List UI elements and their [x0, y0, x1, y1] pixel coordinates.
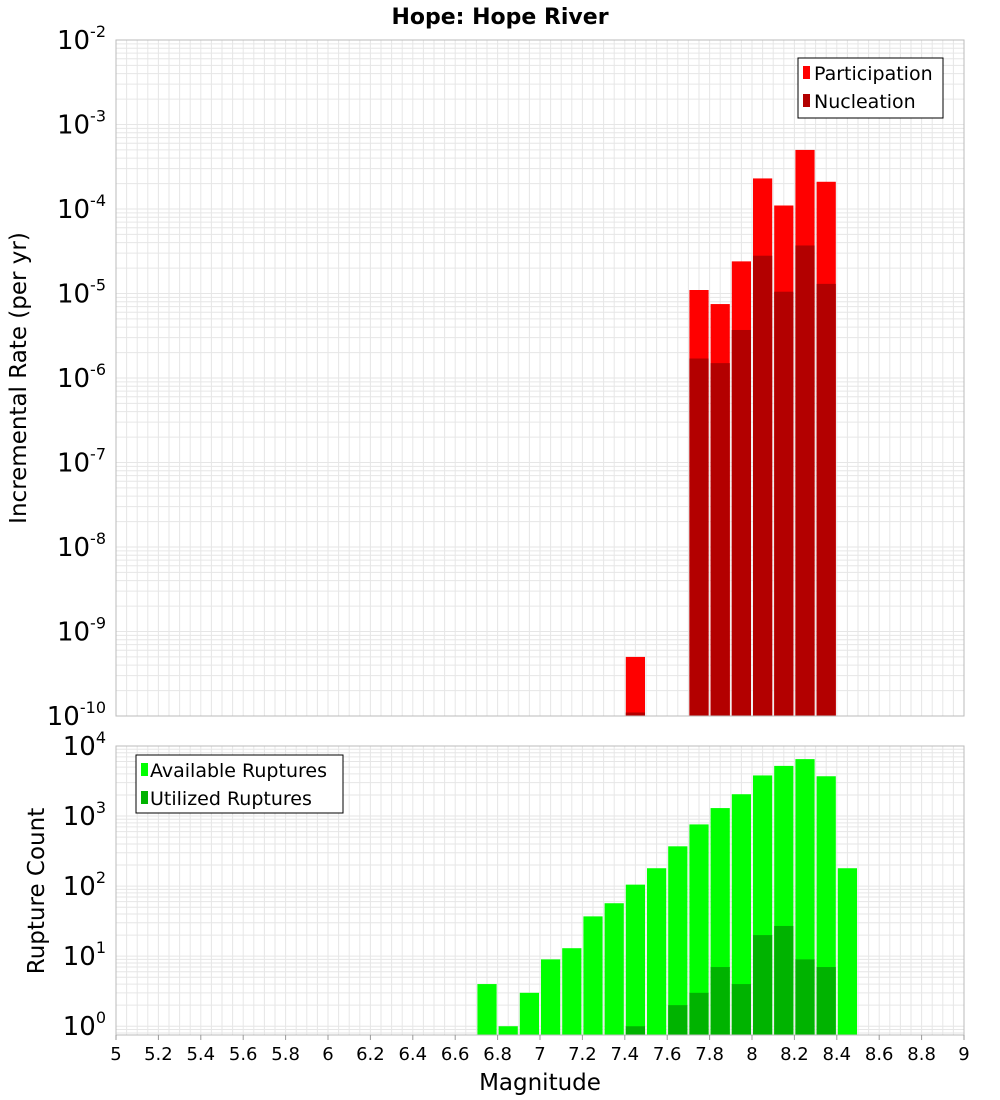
bottom-y-tick-label: 103 — [63, 798, 106, 832]
top-bar-series2 — [795, 245, 815, 717]
x-tick-label: 8 — [746, 1044, 757, 1065]
top-bars — [625, 149, 836, 717]
bottom-bar-series1 — [668, 846, 688, 1035]
bottom-legend: Available Ruptures Utilized Ruptures — [135, 754, 344, 814]
bottom-bar-series1 — [689, 824, 709, 1035]
bottom-bar-series2 — [710, 967, 730, 1035]
x-tick-label: 5.2 — [144, 1044, 173, 1065]
top-y-tick-label: 10-10 — [47, 698, 106, 732]
top-y-tick-labels: 10-10 10-9 10-8 10-7 10-6 10-5 10-4 10-3 10-2 — [47, 22, 106, 732]
bottom-bar-series2 — [816, 967, 836, 1035]
legend-label-available: Available Ruptures — [150, 760, 327, 782]
top-bar-series2 — [689, 358, 709, 716]
top-y-tick-label: 10-8 — [57, 529, 106, 563]
x-tick-labels: 5 5.2 5.4 5.6 5.8 6 6.2 6.4 6.6 6.8 7 7.2 7.4 7.6 7.8 8… — [110, 1035, 970, 1065]
x-tick-label: 5 — [110, 1044, 121, 1065]
bottom-legend-box — [135, 754, 344, 814]
x-tick-label: 5.4 — [186, 1044, 215, 1065]
x-tick-label: 9 — [958, 1044, 969, 1065]
x-tick-label: 7.2 — [568, 1044, 597, 1065]
top-bar-series2 — [753, 255, 773, 716]
x-tick-label: 7.6 — [653, 1044, 682, 1065]
top-y-axis-label: Incremental Rate (per yr) — [6, 232, 32, 524]
legend-label-utilized: Utilized Ruptures — [150, 788, 312, 810]
top-grid — [115, 40, 965, 717]
bottom-bar-series2 — [774, 925, 794, 1035]
top-bar-series2 — [710, 363, 730, 716]
legend-label-nucleation: Nucleation — [814, 91, 916, 113]
top-y-tick-label: 10-7 — [57, 445, 106, 479]
top-legend: Participation Nucleation — [797, 57, 944, 119]
x-tick-label: 8.4 — [822, 1044, 851, 1065]
legend-swatch-nucleation — [803, 94, 810, 107]
bottom-y-tick-label: 104 — [63, 728, 106, 762]
x-tick-label: 5.8 — [271, 1044, 300, 1065]
top-bar-series1 — [625, 656, 645, 716]
x-tick-label: 8.8 — [907, 1044, 936, 1065]
top-y-tick-label: 10-9 — [57, 614, 106, 648]
top-y-tick-label: 10-4 — [57, 191, 106, 225]
x-tick-label: 7.8 — [695, 1044, 724, 1065]
x-tick-label: 5.6 — [229, 1044, 258, 1065]
bottom-y-tick-label: 101 — [63, 938, 106, 972]
bottom-bar-series2 — [625, 1026, 645, 1035]
bottom-bar-series1 — [731, 794, 751, 1035]
bottom-bar-series2 — [731, 984, 751, 1035]
x-tick-label: 7 — [534, 1044, 545, 1065]
top-bar-series2 — [774, 291, 794, 716]
legend-swatch-available — [141, 763, 148, 776]
bottom-bar-series1 — [625, 884, 645, 1035]
bottom-y-tick-label: 100 — [63, 1008, 106, 1042]
legend-swatch-utilized — [141, 791, 148, 804]
bottom-y-tick-label: 102 — [63, 868, 106, 902]
bottom-panel-count: 100 101 102 103 104 Rupture Count Available … — [24, 728, 965, 1042]
x-tick-label: 6.4 — [398, 1044, 427, 1065]
bottom-bar-series1 — [647, 868, 667, 1035]
bottom-bar-series1 — [604, 903, 624, 1035]
top-panel-rate: 10-10 10-9 10-8 10-7 10-6 10-5 10-4 10-3 10-2 In… — [6, 22, 965, 732]
top-legend-box — [797, 57, 944, 119]
top-bar-series2 — [731, 329, 751, 716]
top-y-tick-label: 10-5 — [57, 276, 106, 310]
chart-title: Hope: Hope River — [391, 5, 608, 30]
x-tick-label: 6.8 — [483, 1044, 512, 1065]
x-tick-label: 6 — [322, 1044, 333, 1065]
legend-label-participation: Participation — [814, 63, 933, 85]
bottom-bar-series1 — [541, 959, 561, 1035]
top-y-tick-label: 10-3 — [57, 107, 106, 141]
x-tick-label: 7.4 — [610, 1044, 639, 1065]
x-tick-label: 6.2 — [356, 1044, 385, 1065]
bottom-bars — [477, 759, 857, 1035]
top-bar-series2 — [816, 283, 836, 716]
top-y-tick-label: 10-6 — [57, 360, 106, 394]
legend-swatch-participation — [803, 66, 810, 79]
top-frame — [115, 39, 965, 717]
bottom-bar-series2 — [795, 959, 815, 1035]
bottom-bar-series1 — [562, 948, 582, 1035]
bottom-bar-series2 — [668, 1005, 688, 1035]
bottom-bar-series2 — [689, 992, 709, 1035]
bottom-bar-series1 — [477, 984, 497, 1035]
bottom-bar-series1 — [837, 868, 857, 1035]
x-tick-label: 8.2 — [780, 1044, 809, 1065]
x-tick-label: 8.6 — [865, 1044, 894, 1065]
x-axis-label: Magnitude — [479, 1070, 601, 1096]
bottom-bar-series2 — [753, 935, 773, 1035]
top-bar-series2 — [625, 712, 645, 716]
bottom-y-tick-labels: 100 101 102 103 104 — [63, 728, 106, 1042]
top-y-tick-label: 10-2 — [57, 22, 106, 56]
bottom-bar-series1 — [583, 916, 603, 1035]
x-tick-label: 6.6 — [441, 1044, 470, 1065]
bottom-bar-series1 — [519, 992, 539, 1035]
bottom-bar-series1 — [498, 1026, 518, 1035]
bottom-y-axis-label: Rupture Count — [24, 808, 50, 974]
